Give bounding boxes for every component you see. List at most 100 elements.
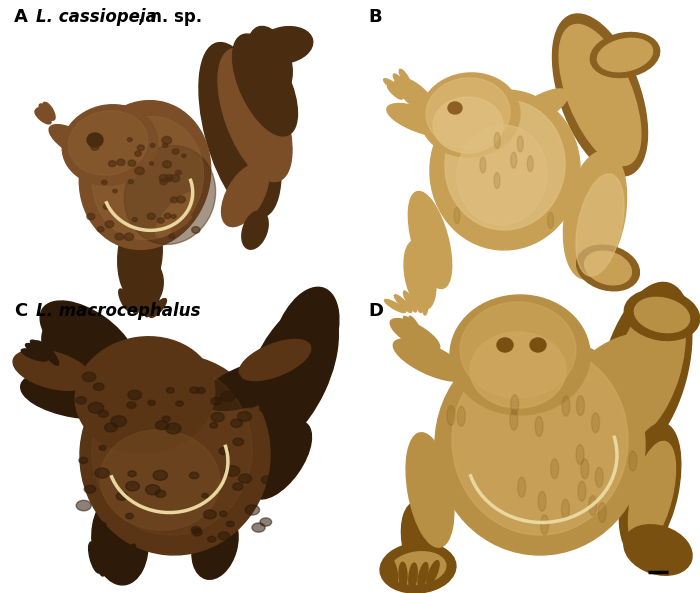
Ellipse shape [457,125,547,225]
Ellipse shape [399,69,411,87]
Ellipse shape [89,542,102,573]
Ellipse shape [393,339,467,381]
Ellipse shape [92,116,204,240]
Ellipse shape [590,33,659,78]
Ellipse shape [117,159,125,165]
Ellipse shape [581,459,589,479]
Ellipse shape [390,318,440,352]
Ellipse shape [192,511,238,579]
Ellipse shape [559,24,641,165]
Ellipse shape [172,215,176,218]
Ellipse shape [394,295,412,313]
Ellipse shape [171,174,180,182]
Ellipse shape [104,204,110,209]
Ellipse shape [108,161,116,167]
Ellipse shape [126,482,139,491]
Text: L. cassiopeia: L. cassiopeia [36,8,157,26]
Ellipse shape [104,545,116,577]
Ellipse shape [80,355,270,555]
Ellipse shape [197,388,205,394]
Ellipse shape [404,240,436,310]
Ellipse shape [403,291,416,312]
Ellipse shape [538,492,546,511]
Ellipse shape [389,559,398,585]
Ellipse shape [511,394,519,415]
Ellipse shape [384,79,400,91]
Ellipse shape [512,89,568,127]
Ellipse shape [25,343,50,358]
Ellipse shape [102,180,107,184]
Ellipse shape [561,499,570,519]
Ellipse shape [92,365,252,535]
Ellipse shape [394,324,414,336]
Ellipse shape [248,27,293,94]
Ellipse shape [547,212,554,228]
Ellipse shape [87,213,94,220]
Ellipse shape [232,483,243,490]
Ellipse shape [576,174,624,276]
Ellipse shape [176,216,191,224]
Ellipse shape [228,373,241,382]
Ellipse shape [128,471,136,477]
Ellipse shape [232,34,298,136]
Ellipse shape [119,289,131,311]
Ellipse shape [562,396,570,416]
Ellipse shape [480,157,486,173]
Ellipse shape [241,301,338,449]
Ellipse shape [241,397,258,407]
Ellipse shape [75,337,215,453]
Ellipse shape [239,339,311,381]
Ellipse shape [39,104,53,120]
Ellipse shape [497,338,513,352]
Ellipse shape [91,144,99,150]
Ellipse shape [43,103,55,120]
Ellipse shape [162,144,168,148]
Ellipse shape [404,316,419,334]
Ellipse shape [155,193,195,237]
Ellipse shape [104,423,118,432]
Ellipse shape [84,485,96,493]
Ellipse shape [387,85,402,99]
Ellipse shape [624,525,692,575]
Ellipse shape [579,334,641,375]
Ellipse shape [169,234,175,239]
Ellipse shape [620,423,681,557]
Ellipse shape [199,43,281,218]
Ellipse shape [128,160,136,166]
Ellipse shape [111,416,127,427]
Ellipse shape [115,233,124,240]
Ellipse shape [166,423,181,434]
Ellipse shape [494,173,500,189]
Ellipse shape [220,391,235,401]
Ellipse shape [510,410,518,430]
Ellipse shape [218,532,230,540]
Ellipse shape [470,332,566,408]
Ellipse shape [494,132,500,148]
Ellipse shape [36,108,54,120]
Text: , n. sp.: , n. sp. [138,8,202,26]
Ellipse shape [79,101,211,250]
Ellipse shape [125,145,216,244]
Ellipse shape [97,522,106,528]
Ellipse shape [409,316,421,336]
Text: L. macrocephalus: L. macrocephalus [36,302,200,320]
Ellipse shape [35,110,51,124]
Ellipse shape [167,388,174,393]
Ellipse shape [165,174,173,181]
Ellipse shape [597,39,652,72]
Ellipse shape [518,477,526,498]
Ellipse shape [202,359,298,410]
Ellipse shape [231,419,242,428]
Ellipse shape [241,211,268,249]
Ellipse shape [150,298,167,317]
Ellipse shape [629,441,676,549]
Ellipse shape [49,125,111,165]
Ellipse shape [233,438,244,445]
Ellipse shape [150,144,155,147]
Ellipse shape [222,164,268,227]
Ellipse shape [36,341,57,361]
Text: A: A [14,8,28,26]
Ellipse shape [147,213,155,219]
Ellipse shape [624,289,700,340]
Ellipse shape [204,510,216,519]
